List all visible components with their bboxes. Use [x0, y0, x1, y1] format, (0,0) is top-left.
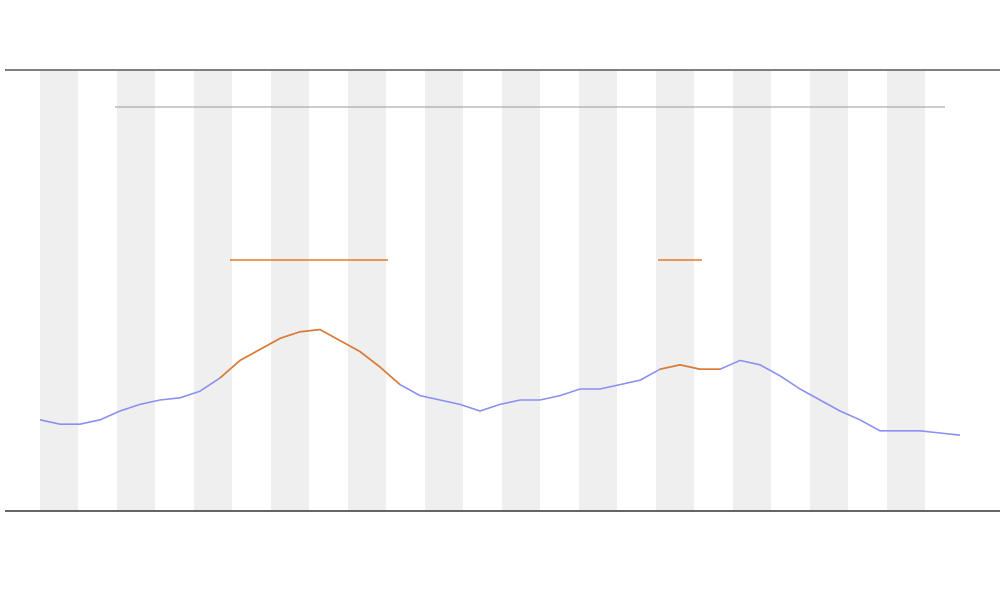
background-bands	[40, 71, 925, 511]
band	[887, 71, 925, 511]
band	[348, 71, 386, 511]
band	[502, 71, 540, 511]
band	[117, 71, 155, 511]
band	[733, 71, 771, 511]
band	[40, 71, 78, 511]
series-line	[219, 328, 720, 386]
band	[656, 71, 694, 511]
band	[579, 71, 617, 511]
band	[194, 71, 232, 511]
series-line	[39, 328, 961, 436]
band	[425, 71, 463, 511]
band	[810, 71, 848, 511]
band	[271, 71, 309, 511]
